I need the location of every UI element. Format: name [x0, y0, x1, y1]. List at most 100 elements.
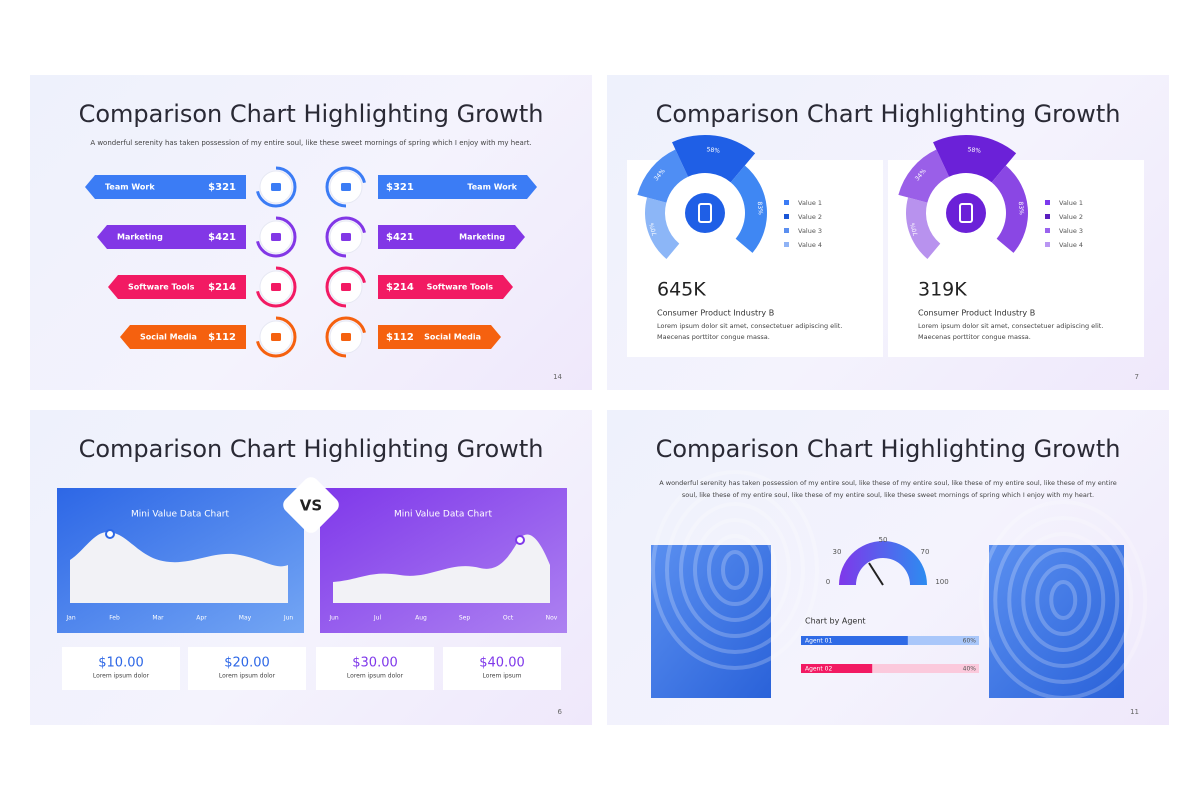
icon: [341, 283, 351, 291]
slide-title: Comparison Chart Highlighting Growth: [79, 435, 544, 463]
stat-box: [316, 647, 434, 690]
stat-caption: Lorem ipsum dolor: [219, 673, 276, 680]
label-banner: [108, 275, 246, 299]
card-heading: Consumer Product Industry B: [918, 309, 1035, 318]
legend-dot: [1045, 214, 1050, 219]
row-label: Marketing: [117, 233, 163, 242]
stat-box: [443, 647, 561, 690]
icon-ring: [255, 316, 297, 358]
icon-ring: [325, 316, 367, 358]
chart-title: Mini Value Data Chart: [131, 510, 229, 520]
slide: Comparison Chart Highlighting Growth 70% 3…: [607, 75, 1169, 390]
segment-label: 83%: [756, 201, 764, 215]
image-swirl: [1049, 580, 1078, 620]
slide: Comparison Chart Highlighting Growth 0 30 5…: [607, 410, 1169, 725]
bar-label: 60%: [963, 638, 977, 645]
stat-value: $40.00: [479, 656, 525, 671]
slide-graphics: Comparison Chart Highlighting Growth A wo…: [79, 100, 563, 381]
stat-value: $20.00: [224, 656, 270, 671]
icon: [271, 233, 281, 241]
label-banner: [120, 325, 246, 349]
legend-dot: [784, 228, 789, 233]
x-label: Mar: [152, 615, 164, 622]
icon-ring: [325, 216, 367, 258]
image-swirl: [993, 516, 1134, 684]
bar: [801, 664, 873, 673]
x-label: Aug: [415, 615, 427, 622]
gauge-tick: 70: [921, 548, 930, 556]
card-stat: 645K: [657, 279, 706, 301]
row-amount: $112: [208, 332, 236, 343]
legend-label: Value 1: [1059, 199, 1083, 207]
legend-dot: [784, 242, 789, 247]
image-swirl: [665, 486, 805, 654]
image: [989, 545, 1124, 698]
icon: [271, 333, 281, 341]
icon-ring: [255, 216, 297, 258]
slide-title: Comparison Chart Highlighting Growth: [79, 100, 544, 128]
bar-name: Agent 02: [805, 666, 832, 673]
donut-icon: [698, 203, 712, 223]
icon-ring: [325, 166, 367, 208]
row-amount: $321: [208, 182, 236, 193]
row-label: Social Media: [424, 333, 481, 342]
card-heading: Consumer Product Industry B: [657, 309, 774, 318]
icon: [341, 333, 351, 341]
legend-dot: [784, 214, 789, 219]
icon-ring: [255, 166, 297, 208]
segment-label: 58%: [706, 146, 720, 155]
icon: [341, 233, 351, 241]
vs-label: VS: [300, 497, 322, 515]
donut-segment: [991, 165, 1028, 253]
donut-segment: [637, 149, 689, 203]
slide-subtitle: A wonderful serenity has taken possessio…: [659, 479, 1117, 499]
row-label: Software Tools: [427, 283, 494, 292]
gauge-tick: 0: [826, 578, 830, 586]
area-shape: [70, 531, 288, 603]
gauge: [839, 541, 927, 585]
donut-segment: [730, 165, 767, 253]
row-label: Marketing: [459, 233, 505, 242]
icon: [271, 283, 281, 291]
x-label: Jul: [373, 615, 382, 622]
stat-caption: Lorem ipsum dolor: [93, 673, 150, 680]
stat-box: [188, 647, 306, 690]
donut-icon: [959, 203, 973, 223]
stat-value: $10.00: [98, 656, 144, 671]
image-swirl: [707, 534, 763, 606]
legend-dot: [784, 200, 789, 205]
label-banner: [378, 175, 537, 199]
stat-value: $30.00: [352, 656, 398, 671]
slide-graphics: Comparison Chart Highlighting Growth 0 30 5…: [651, 435, 1148, 716]
slide-graphics: Comparison Chart Highlighting Growth 70% 3…: [627, 100, 1144, 381]
icon-ring: [325, 266, 367, 308]
label-banner: [378, 325, 501, 349]
donut-segment: [898, 149, 950, 203]
segment-label: 58%: [967, 146, 981, 155]
image-swirl: [693, 518, 777, 622]
row-amount: $321: [386, 182, 414, 193]
row-amount: $214: [386, 282, 414, 293]
slide-graphics: Comparison Chart Highlighting Growth Mini…: [57, 435, 567, 716]
chart-title: Mini Value Data Chart: [394, 510, 492, 520]
x-label: Oct: [503, 615, 514, 622]
legend-dot: [1045, 228, 1050, 233]
x-label: Nov: [546, 615, 558, 622]
chart-title: Chart by Agent: [805, 617, 866, 626]
row-amount: $112: [386, 332, 414, 343]
x-label: Jun: [283, 615, 294, 622]
slide: Comparison Chart Highlighting Growth A wo…: [30, 75, 592, 390]
label-banner: [85, 175, 246, 199]
label-banner: [378, 275, 513, 299]
row-amount: $214: [208, 282, 236, 293]
row-label: Team Work: [467, 183, 517, 192]
x-label: Feb: [109, 615, 120, 622]
label-banner: [378, 225, 525, 249]
donut-segment: [933, 135, 1017, 183]
page-number: 14: [553, 373, 562, 381]
x-label: May: [239, 615, 252, 622]
vs-badge: [283, 477, 339, 533]
donut-icon-bg: [685, 193, 725, 233]
gauge-tick: 30: [833, 548, 842, 556]
